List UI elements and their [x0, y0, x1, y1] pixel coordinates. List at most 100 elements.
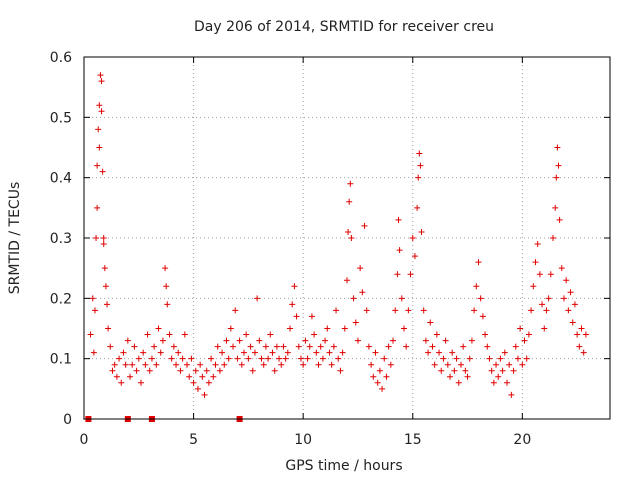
data-point [177, 367, 184, 374]
data-points [83, 72, 589, 422]
data-point [556, 216, 563, 223]
x-tick-label: 20 [513, 432, 531, 448]
data-point [346, 198, 353, 205]
data-point [205, 379, 212, 386]
data-point [120, 349, 127, 356]
data-point [576, 343, 583, 350]
data-point [431, 361, 438, 368]
data-point [98, 108, 105, 115]
data-point [555, 162, 562, 169]
data-point [232, 307, 239, 314]
data-point [582, 331, 589, 338]
grid [84, 57, 610, 419]
data-point [438, 367, 445, 374]
data-point [245, 355, 252, 362]
data-point [302, 337, 309, 344]
data-point [523, 355, 530, 362]
data-point [387, 361, 394, 368]
data-point [420, 307, 427, 314]
data-point [547, 271, 554, 278]
plot-frame [83, 56, 611, 420]
y-tick-label: 0.6 [50, 50, 72, 66]
data-point [335, 355, 342, 362]
data-point [451, 367, 458, 374]
data-point [208, 355, 215, 362]
data-point [418, 228, 425, 235]
data-point [99, 168, 106, 175]
data-point [376, 367, 383, 374]
y-tick-label: 0.3 [50, 231, 72, 247]
data-point [394, 271, 401, 278]
data-point [97, 72, 104, 79]
data-point [151, 343, 158, 350]
data-point [90, 349, 97, 356]
data-point [240, 349, 247, 356]
data-point [501, 349, 508, 356]
x-tick-label: 10 [294, 432, 312, 448]
data-point [194, 385, 201, 392]
data-point [199, 373, 206, 380]
data-point [530, 283, 537, 290]
data-point [425, 349, 432, 356]
data-point [569, 319, 576, 326]
x-tick-label: 15 [404, 432, 422, 448]
data-point [322, 337, 329, 344]
data-point [407, 271, 414, 278]
data-point [249, 367, 256, 374]
data-point [468, 337, 475, 344]
data-point [251, 349, 258, 356]
data-point [271, 367, 278, 374]
y-tick-label: 0.1 [50, 352, 72, 368]
data-point [124, 337, 131, 344]
data-point [107, 343, 114, 350]
y-axis-ticks: 0 0.1 0.2 0.3 0.4 0.5 0.6 [50, 50, 610, 428]
data-point [291, 283, 298, 290]
data-point [142, 361, 149, 368]
data-point [517, 325, 524, 332]
data-point [155, 325, 162, 332]
data-point [354, 337, 361, 344]
data-point [482, 331, 489, 338]
data-point [565, 307, 572, 314]
data-point [163, 283, 170, 290]
data-point [148, 355, 155, 362]
data-point [89, 295, 96, 302]
data-point [236, 337, 243, 344]
data-point [186, 373, 193, 380]
data-point [462, 367, 469, 374]
x-tick-label: 5 [189, 432, 198, 448]
data-point [234, 355, 241, 362]
y-tick-label: 0.2 [50, 291, 72, 307]
data-point [379, 385, 386, 392]
data-point [495, 373, 502, 380]
data-point [295, 343, 302, 350]
data-point [216, 367, 223, 374]
data-point [328, 361, 335, 368]
data-point [453, 355, 460, 362]
data-point [109, 367, 116, 374]
data-point [116, 355, 123, 362]
data-point [442, 337, 449, 344]
data-point [411, 253, 418, 260]
data-point [417, 162, 424, 169]
data-point [135, 355, 142, 362]
data-point [488, 367, 495, 374]
data-point [105, 325, 112, 332]
data-point [352, 319, 359, 326]
data-point [262, 343, 269, 350]
data-point [381, 355, 388, 362]
data-point [514, 355, 521, 362]
data-point [168, 355, 175, 362]
data-point [345, 228, 352, 235]
data-point [344, 277, 350, 284]
data-point [506, 361, 513, 368]
data-point [265, 355, 272, 362]
data-point [503, 379, 510, 386]
data-point [449, 349, 456, 356]
data-point [447, 373, 454, 380]
data-point [313, 349, 320, 356]
data-point [486, 355, 493, 362]
data-point [304, 355, 311, 362]
data-point [455, 379, 462, 386]
